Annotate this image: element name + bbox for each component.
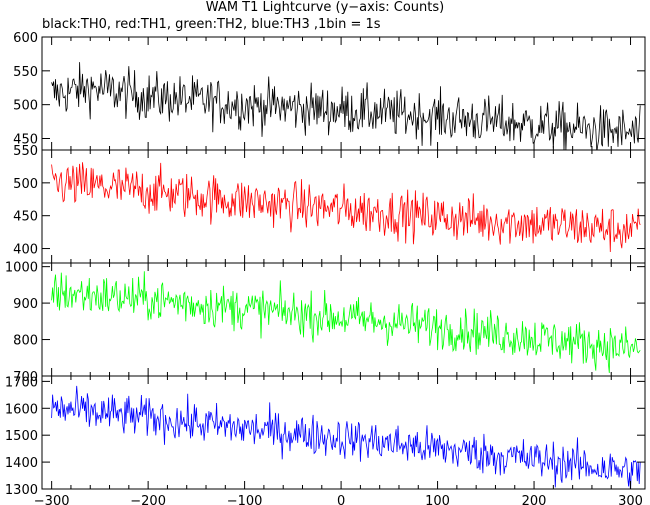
x-tick-label: −200 — [130, 494, 166, 505]
chart-subtitle: black:TH0, red:TH1, green:TH2, blue:TH3 … — [42, 17, 381, 32]
x-tick-label: 200 — [522, 494, 547, 505]
panel-frame — [41, 149, 646, 264]
y-tick-label: 500 — [13, 99, 38, 114]
y-tick-label: 450 — [13, 132, 38, 147]
y-tick-label: 900 — [13, 297, 38, 312]
series-th2 — [51, 271, 641, 373]
x-tick-label: −300 — [34, 494, 70, 505]
series-th3 — [51, 385, 641, 489]
y-tick-label: 1700 — [5, 375, 38, 390]
series-th0 — [51, 62, 641, 150]
y-tick-label: 500 — [13, 177, 38, 192]
y-tick-label: 1000 — [5, 261, 38, 276]
panel-th1: 400 450 500 550 — [13, 144, 646, 264]
y-tick-label: 600 — [13, 31, 38, 46]
y-tick-label: 400 — [13, 243, 38, 258]
panel-frame — [41, 375, 646, 490]
chart-title: WAM T1 Lightcurve (y−axis: Counts) — [205, 0, 445, 15]
series-th1 — [51, 162, 641, 253]
y-tick-label: 1600 — [5, 402, 38, 417]
x-tick-label: 0 — [337, 494, 345, 505]
y-tick-label: 1300 — [5, 483, 38, 498]
y-tick-label: 450 — [13, 210, 38, 225]
y-tick-label: 550 — [13, 65, 38, 80]
y-tick-label: 1500 — [5, 429, 38, 444]
panel-th3: 1300 1400 1500 1600 1700 — [5, 375, 646, 498]
y-tick-label: 700 — [13, 370, 38, 385]
x-tick-label: 100 — [425, 494, 450, 505]
panel-th2: 700 800 900 1000 — [5, 261, 646, 385]
x-tick-label: −100 — [227, 494, 263, 505]
panel-th0: 450 500 550 600 — [13, 31, 646, 151]
x-tick-label: 300 — [618, 494, 643, 505]
y-tick-label: 550 — [13, 144, 38, 159]
y-tick-label: 800 — [13, 334, 38, 349]
y-tick-label: 1400 — [5, 456, 38, 471]
